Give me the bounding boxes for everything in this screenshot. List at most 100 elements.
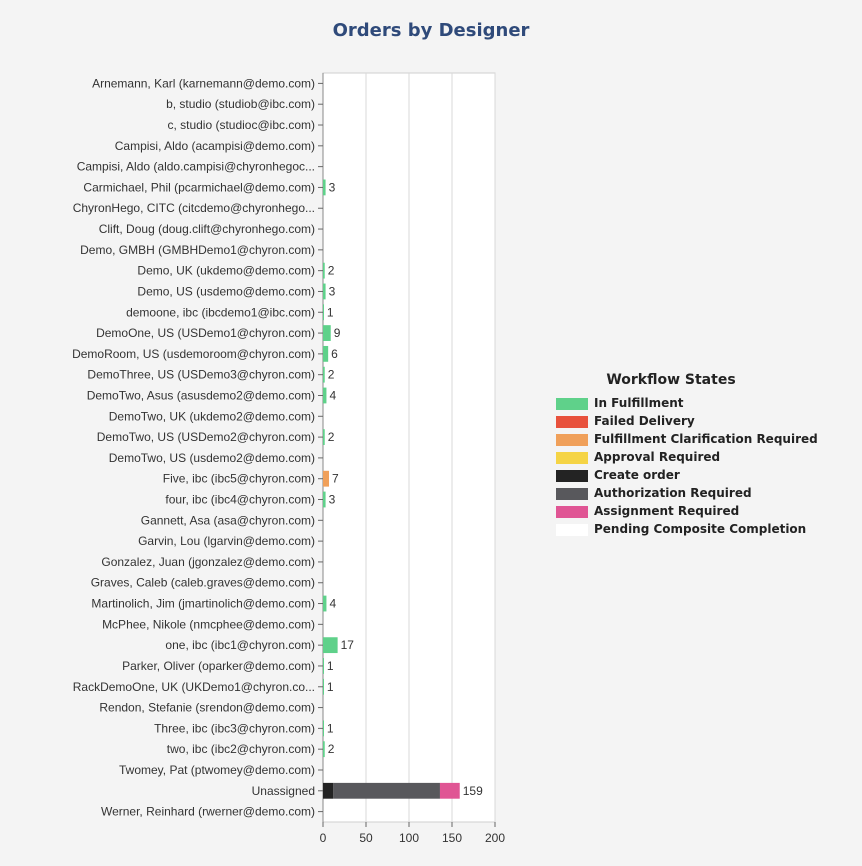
- y-tick-label: Arnemann, Karl (karnemann@demo.com): [92, 76, 315, 90]
- y-tick-label: DemoThree, US (USDemo3@chyron.com): [87, 368, 315, 382]
- y-tick-label: DemoOne, US (USDemo1@chyron.com): [96, 326, 315, 340]
- bar-segment: [323, 429, 325, 446]
- bar-segment: [323, 366, 325, 383]
- legend-label: Create order: [594, 468, 680, 482]
- data-label: 2: [328, 742, 335, 756]
- bar-segment: [323, 658, 324, 674]
- legend-item: Assignment Required: [556, 504, 856, 519]
- legend-item: Pending Composite Completion: [556, 522, 856, 537]
- bar-segment: [323, 345, 329, 362]
- legend-swatch: [556, 488, 588, 500]
- data-label: 1: [327, 721, 334, 735]
- chart-title: Orders by Designer: [332, 20, 530, 41]
- y-tick-label: Unassigned: [252, 784, 315, 798]
- x-tick-label: 50: [359, 831, 373, 845]
- legend-label: Failed Delivery: [594, 414, 695, 428]
- y-tick-label: Rendon, Stefanie (srendon@demo.com): [99, 701, 315, 715]
- legend-title: Workflow States: [606, 372, 736, 388]
- legend-items: In Fulfillment Failed Delivery Fulfillment…: [556, 396, 856, 537]
- y-tick-label: four, ibc (ibc4@chyron.com): [165, 493, 315, 507]
- y-tick-label: DemoTwo, UK (ukdemo2@demo.com): [109, 409, 315, 423]
- bar-segment: [323, 304, 324, 321]
- bar-segment: [323, 387, 327, 404]
- data-label: 159: [463, 784, 483, 798]
- y-tick-label: McPhee, Nikole (nmcphee@demo.com): [102, 617, 315, 631]
- bar-segment: [323, 179, 326, 196]
- legend-item: Fulfillment Clarification Required: [556, 432, 856, 447]
- x-tick-label: 200: [485, 831, 505, 845]
- y-tick-label: Carmichael, Phil (pcarmichael@demo.com): [83, 180, 315, 194]
- y-tick-label: Campisi, Aldo (aldo.campisi@chyronhegoc.…: [77, 160, 315, 174]
- y-tick-label: DemoTwo, US (USDemo2@chyron.com): [97, 430, 315, 444]
- y-tick-label: RackDemoOne, UK (UKDemo1@chyron.co...: [73, 680, 315, 694]
- x-tick-label: 150: [442, 831, 462, 845]
- legend-swatch: [556, 434, 588, 446]
- bar-segment: [323, 637, 338, 654]
- bar-segment: [323, 283, 326, 300]
- y-tick-label: DemoTwo, Asus (asusdemo2@demo.com): [87, 388, 315, 402]
- data-label: 2: [328, 368, 335, 382]
- y-tick-label: Werner, Reinhard (rwerner@demo.com): [101, 805, 315, 819]
- y-tick-label: b, studio (studiob@ibc.com): [166, 97, 315, 111]
- data-label: 4: [329, 597, 336, 611]
- legend-label: Fulfillment Clarification Required: [594, 432, 818, 446]
- legend-swatch: [556, 416, 588, 428]
- y-tick-label: Demo, UK (ukdemo@demo.com): [137, 264, 315, 278]
- x-tick-label: 100: [399, 831, 419, 845]
- y-tick-label: Twomey, Pat (ptwomey@demo.com): [119, 763, 315, 777]
- bar-segment: [323, 678, 324, 695]
- legend-label: Approval Required: [594, 450, 721, 464]
- data-label: 9: [334, 326, 341, 340]
- y-tick-label: DemoRoom, US (usdemoroom@chyron.com): [72, 347, 315, 361]
- y-tick-label: Three, ibc (ibc3@chyron.com): [154, 721, 315, 735]
- bar-segment: [323, 491, 326, 508]
- bar-segment: [323, 325, 331, 341]
- bar-segment: [333, 782, 440, 799]
- bar-segment: [323, 470, 330, 487]
- legend-label: Authorization Required: [594, 486, 752, 500]
- y-tick-label: Garvin, Lou (lgarvin@demo.com): [138, 534, 315, 548]
- legend-item: Approval Required: [556, 450, 856, 465]
- data-label: 17: [341, 638, 355, 652]
- y-tick-label: Parker, Oliver (oparker@demo.com): [122, 659, 315, 673]
- data-label: 3: [329, 284, 336, 298]
- data-label: 1: [327, 305, 334, 319]
- y-tick-label: one, ibc (ibc1@chyron.com): [165, 638, 315, 652]
- legend-swatch: [556, 524, 588, 536]
- y-tick-label: Clift, Doug (doug.clift@chyronhego.com): [99, 222, 315, 236]
- y-tick-label: Demo, GMBH (GMBHDemo1@chyron.com): [80, 243, 315, 257]
- bar-segment: [323, 720, 324, 737]
- y-tick-label: Five, ibc (ibc5@chyron.com): [163, 472, 315, 486]
- y-tick-label: Campisi, Aldo (acampisi@demo.com): [115, 139, 315, 153]
- y-tick-label: Demo, US (usdemo@demo.com): [137, 284, 315, 298]
- legend-swatch: [556, 470, 588, 482]
- y-tick-label: Gonzalez, Juan (jgonzalez@demo.com): [101, 555, 315, 569]
- bar-segment: [323, 741, 325, 758]
- legend-swatch: [556, 398, 588, 410]
- legend-item: Authorization Required: [556, 486, 856, 501]
- legend: Workflow States In Fulfillment Failed Del…: [556, 372, 856, 540]
- x-tick-label: 0: [320, 831, 327, 845]
- data-label: 1: [327, 680, 334, 694]
- legend-item: Failed Delivery: [556, 414, 856, 429]
- data-label: 6: [331, 347, 338, 361]
- data-label: 1: [327, 659, 334, 673]
- legend-swatch: [556, 452, 588, 464]
- legend-label: Pending Composite Completion: [594, 522, 807, 536]
- legend-label: In Fulfillment: [594, 396, 684, 410]
- legend-label: Assignment Required: [594, 504, 740, 518]
- bar-segment: [323, 782, 334, 799]
- data-label: 4: [329, 388, 336, 402]
- data-label: 7: [332, 472, 339, 486]
- y-tick-label: c, studio (studioc@ibc.com): [167, 118, 315, 132]
- y-tick-label: Gannett, Asa (asa@chyron.com): [141, 513, 315, 527]
- y-tick-label: two, ibc (ibc2@chyron.com): [167, 742, 315, 756]
- data-label: 2: [328, 264, 335, 278]
- legend-item: In Fulfillment: [556, 396, 856, 411]
- bar-segment: [323, 262, 325, 279]
- y-tick-label: demoone, ibc (ibcdemo1@ibc.com): [126, 305, 315, 319]
- y-tick-label: ChyronHego, CITC (citcdemo@chyronhego...: [73, 201, 315, 215]
- y-tick-label: Martinolich, Jim (jmartinolich@demo.com): [91, 597, 315, 611]
- legend-item: Create order: [556, 468, 856, 483]
